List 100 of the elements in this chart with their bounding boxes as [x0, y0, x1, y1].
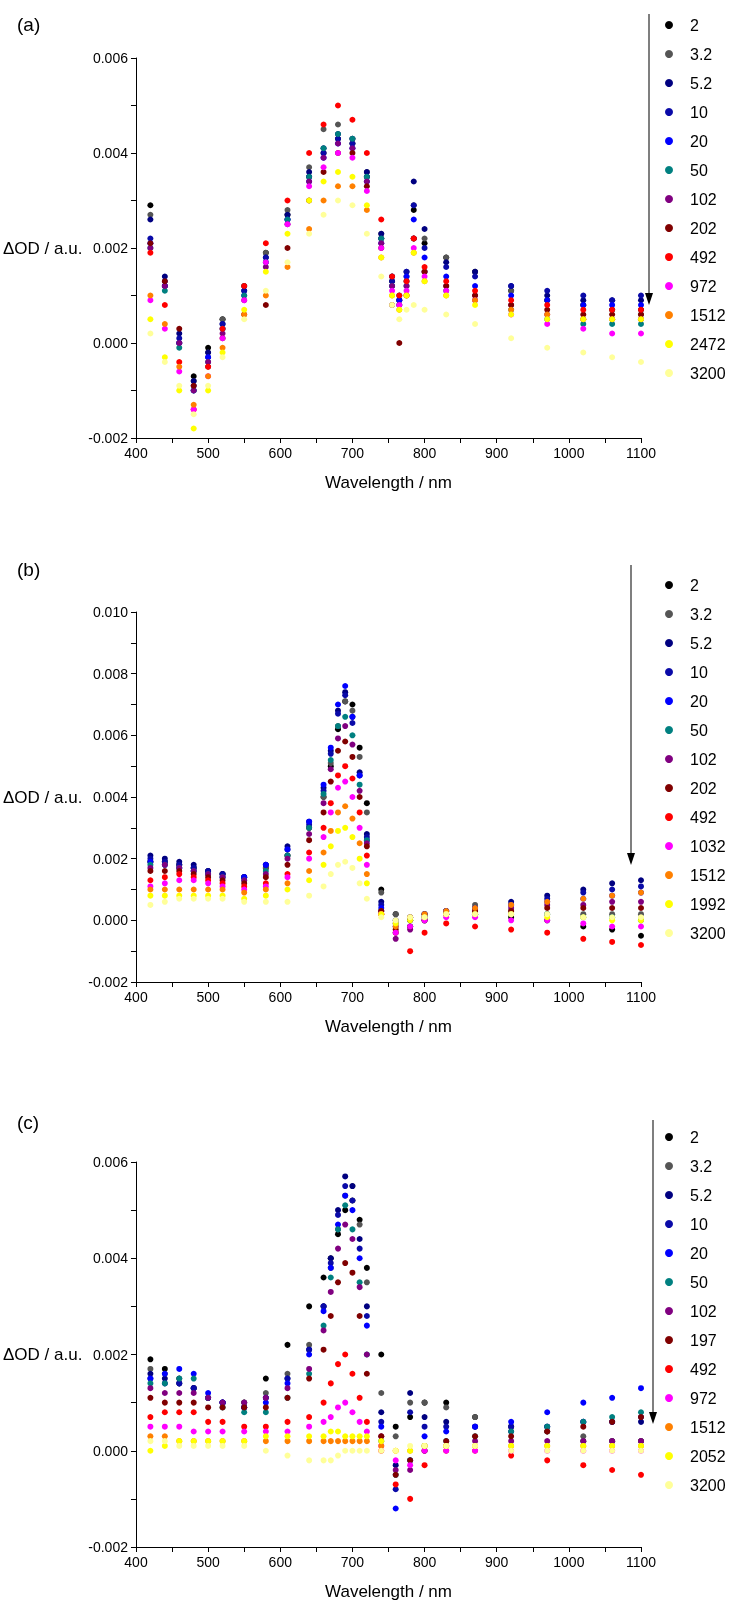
x-tick-label: 900: [485, 1554, 509, 1570]
point: [349, 834, 356, 841]
point: [320, 849, 327, 856]
legend-label: 972: [690, 1389, 717, 1407]
point: [262, 1409, 269, 1416]
point: [176, 363, 183, 370]
point: [161, 354, 168, 361]
point: [334, 197, 341, 204]
point: [161, 302, 168, 308]
x-axis-title: Wavelength / nm: [325, 1017, 452, 1036]
point: [443, 1404, 450, 1411]
point: [349, 864, 356, 871]
point: [580, 306, 587, 313]
point: [508, 1433, 515, 1440]
point: [284, 1433, 291, 1440]
point: [342, 824, 349, 831]
point: [334, 772, 341, 779]
legend-label: 20: [690, 692, 708, 710]
point: [363, 230, 370, 237]
point: [363, 871, 370, 878]
point: [161, 1423, 168, 1430]
point: [190, 411, 197, 418]
x-tick-label: 400: [124, 1554, 148, 1570]
legend-label: 492: [690, 248, 717, 266]
legend-label: 202: [690, 219, 717, 237]
point: [262, 1438, 269, 1445]
point: [161, 1433, 168, 1440]
point: [334, 784, 341, 791]
legend-label: 20: [690, 1244, 708, 1262]
point: [284, 1385, 291, 1392]
x-tick-label: 600: [268, 989, 293, 1005]
point: [508, 335, 515, 342]
point: [638, 292, 644, 299]
y-tick-label: 0.004: [92, 789, 129, 805]
point: [363, 202, 370, 209]
legend-label: 972: [690, 277, 717, 295]
point: [609, 905, 616, 911]
point: [306, 1433, 313, 1440]
point: [342, 1221, 349, 1228]
point: [219, 354, 226, 361]
point: [327, 1288, 334, 1295]
point: [342, 1447, 349, 1454]
point: [356, 1236, 363, 1242]
point: [356, 781, 363, 788]
point: [284, 1418, 291, 1425]
point: [320, 164, 327, 171]
point: [508, 297, 515, 304]
point: [334, 169, 341, 175]
point: [262, 1447, 269, 1454]
point: [609, 1414, 616, 1421]
point: [443, 264, 450, 270]
x-tick-label: 1100: [625, 445, 657, 461]
point: [334, 1245, 341, 1252]
point: [161, 880, 168, 887]
point: [349, 701, 356, 708]
point: [284, 230, 291, 237]
legend-label: 1512: [690, 1418, 726, 1436]
legend-label: 3200: [690, 924, 726, 942]
point: [306, 837, 313, 844]
point: [638, 883, 644, 890]
point: [241, 1409, 248, 1416]
point: [363, 188, 370, 194]
point: [262, 898, 269, 905]
point: [306, 892, 313, 899]
point: [334, 1404, 341, 1411]
point: [472, 287, 479, 294]
point: [356, 1394, 363, 1401]
point: [349, 1269, 356, 1276]
point: [205, 1404, 212, 1411]
point: [320, 121, 327, 128]
point: [421, 1462, 428, 1469]
point: [349, 732, 356, 739]
point: [284, 886, 291, 893]
legend-label: 197: [690, 1331, 717, 1349]
point: [638, 932, 644, 939]
x-tick-label: 600: [268, 445, 293, 461]
point: [472, 283, 479, 289]
x-tick-label: 800: [412, 1554, 437, 1570]
point: [363, 1447, 370, 1454]
y-tick-label: 0.004: [92, 1250, 129, 1267]
point: [609, 898, 616, 905]
point: [205, 1418, 212, 1425]
point: [407, 1467, 414, 1473]
point: [363, 1264, 370, 1271]
point: [356, 809, 363, 816]
point: [147, 216, 154, 223]
point: [320, 197, 327, 204]
point: [262, 1433, 269, 1440]
point: [147, 1423, 154, 1430]
point: [262, 892, 269, 899]
point: [190, 1390, 197, 1396]
point: [443, 920, 450, 927]
point: [378, 1423, 385, 1430]
point: [334, 1211, 341, 1218]
point: [241, 316, 248, 323]
point: [443, 1428, 450, 1435]
point: [363, 1279, 370, 1286]
point: [241, 1428, 248, 1435]
point: [638, 1385, 644, 1392]
point: [544, 344, 551, 351]
